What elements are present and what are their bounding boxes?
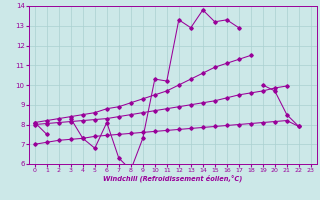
X-axis label: Windchill (Refroidissement éolien,°C): Windchill (Refroidissement éolien,°C) (103, 175, 243, 182)
